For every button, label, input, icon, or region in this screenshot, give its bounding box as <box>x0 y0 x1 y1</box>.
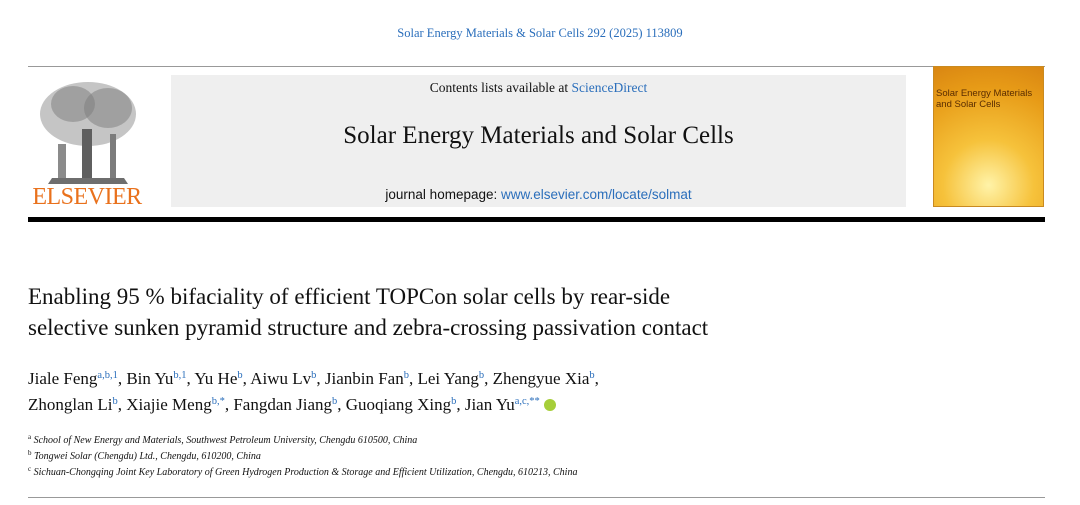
author-affiliation: b <box>451 396 457 407</box>
sciencedirect-link[interactable]: ScienceDirect <box>571 80 648 95</box>
affiliation-label: b <box>28 449 32 457</box>
separator: , <box>484 369 489 388</box>
author-affiliation: b <box>589 370 595 381</box>
author-name: Jiale Feng <box>28 369 98 388</box>
separator: , <box>408 369 414 388</box>
separator: , <box>594 369 599 388</box>
author-name: Yu He <box>194 369 238 388</box>
rule <box>28 217 1045 222</box>
title-line: selective sunken pyramid structure and z… <box>28 315 709 340</box>
article-title: Enabling 95 % bifaciality of efficient T… <box>28 281 708 343</box>
author-name: Lei Yang <box>417 369 479 388</box>
author-line: Zhonglan Lib, Xiajie Mengb,*, Fangdan Ji… <box>28 392 599 418</box>
author-name: Zhonglan Li <box>28 395 113 414</box>
publisher: ELSEVIER <box>32 184 142 210</box>
affiliations: a School of New Energy and Materials, So… <box>28 433 577 481</box>
contents-prefix: Contents lists available at <box>429 80 569 95</box>
author-line: Jiale Fenga,b,1, Bin Yub,1, Yu Heb, Aiwu… <box>28 366 599 392</box>
separator: , <box>242 369 247 388</box>
author-affiliation: b <box>237 370 243 381</box>
affiliation-text: Sichuan-Chongqing Joint Key Laboratory o… <box>33 467 578 478</box>
separator: , <box>186 369 191 388</box>
rule <box>28 66 1045 67</box>
separator: , <box>117 369 123 388</box>
journal-cover <box>933 66 1044 207</box>
homepage-prefix: journal homepage: <box>385 187 498 202</box>
citation: Solar Energy Materials & Solar Cells 292… <box>397 26 683 40</box>
authors: Jiale Fenga,b,1, Bin Yub,1, Yu Heb, Aiwu… <box>28 366 599 418</box>
separator: , <box>337 395 342 414</box>
separator: , <box>224 395 230 414</box>
author-name: Bin Yu <box>126 369 174 388</box>
contents-line: Contents lists available at ScienceDirec… <box>171 80 906 96</box>
author-name: Zhengyue Xia <box>492 369 590 388</box>
author-affiliation: b <box>478 370 485 381</box>
author-name: Aiwu Lv <box>250 369 312 388</box>
header-box <box>171 75 906 207</box>
affiliation-text: Tongwei Solar (Chengdu) Ltd., Chengdu, 6… <box>34 451 261 462</box>
author-affiliation: b <box>403 370 409 381</box>
homepage-line: journal homepage: www.elsevier.com/locat… <box>171 187 906 202</box>
affiliation: a School of New Energy and Materials, So… <box>28 433 577 449</box>
author-affiliation: b <box>332 396 338 407</box>
author-affiliation: b <box>311 370 317 381</box>
affiliation-label: a <box>28 433 32 441</box>
orcid-icon <box>543 399 556 411</box>
separator: , <box>316 369 321 388</box>
author-affiliation: a,c,** <box>514 396 540 407</box>
separator: , <box>456 395 461 414</box>
separator: , <box>117 395 123 414</box>
journal-name: Solar Energy Materials and Solar Cells <box>343 122 734 149</box>
author-affiliation: b,* <box>211 396 225 407</box>
affiliation: c Sichuan-Chongqing Joint Key Laboratory… <box>28 465 577 481</box>
author-name: Guoqiang Xing <box>345 395 452 414</box>
author-name: Jianbin Fan <box>324 369 404 388</box>
rule <box>28 497 1045 498</box>
affiliation-text: School of New Energy and Materials, Sout… <box>33 435 418 446</box>
author-name: Fangdan Jiang <box>233 395 333 414</box>
affiliation-label: c <box>28 465 32 473</box>
affiliation: b Tongwei Solar (Chengdu) Ltd., Chengdu,… <box>28 449 577 465</box>
author-affiliation: b,1 <box>173 370 187 381</box>
publisher-logo <box>40 82 136 184</box>
cover-title: Solar Energy Materials and Solar Cells <box>936 88 1033 110</box>
title-line: Enabling 95 % bifaciality of efficient T… <box>28 284 671 309</box>
author-name: Xiajie Meng <box>126 395 212 414</box>
author-affiliation: a,b,1 <box>97 370 118 381</box>
homepage-link[interactable]: www.elsevier.com/locate/solmat <box>501 187 692 202</box>
author-name: Jian Yu <box>464 395 515 414</box>
author-affiliation: b <box>112 396 118 407</box>
